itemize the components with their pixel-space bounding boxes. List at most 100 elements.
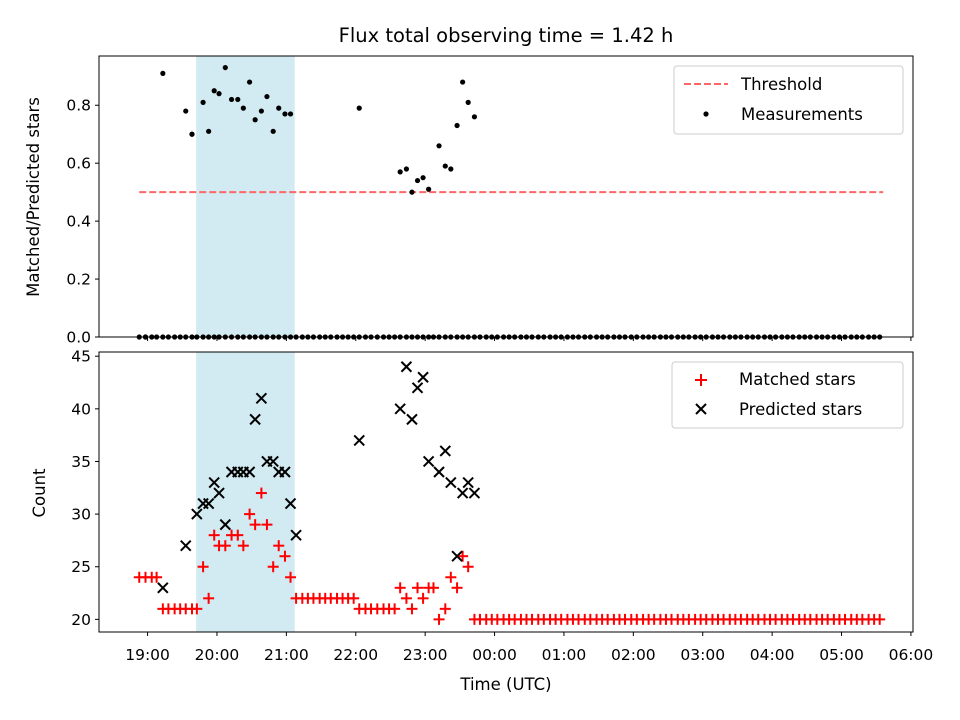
measurement-point: [252, 117, 258, 123]
ratio-ytick-label: 0.4: [66, 213, 91, 231]
ratio-ytick-label: 0.2: [66, 271, 91, 289]
matched-star-point: [267, 561, 279, 573]
predicted-star-point: [433, 466, 445, 478]
predicted-star-point: [468, 487, 481, 499]
predicted-star-point: [462, 476, 474, 489]
matched-star-point: [203, 592, 215, 604]
measurement-point: [270, 128, 276, 134]
matched-star-point: [394, 582, 406, 594]
observing-window-span-top: [196, 56, 295, 337]
time-xtick-label: 00:00: [472, 646, 517, 664]
ratio-ytick-label: 0.6: [66, 155, 91, 173]
measurement-point: [403, 166, 410, 172]
measurement-point: [222, 64, 228, 71]
time-xtick-label: 20:00: [195, 646, 240, 664]
predicted-star-point: [406, 413, 418, 426]
predicted-star-point: [451, 550, 463, 562]
count-ytick-label: 25: [71, 558, 91, 576]
matched-star-point: [249, 519, 261, 531]
predicted-star-point: [456, 487, 469, 499]
predicted-star-point: [279, 466, 291, 478]
matched-star-point: [457, 550, 469, 562]
matched-legend-label: Matched stars: [739, 370, 856, 389]
predicted-star-point: [422, 455, 435, 468]
measurement-point: [206, 128, 212, 134]
matched-star-point: [874, 613, 886, 625]
matched-star-point: [389, 603, 401, 615]
count-y-axis-label: Count: [30, 468, 49, 518]
chart-title: Flux total observing time = 1.42 h: [339, 24, 674, 47]
measurement-point: [276, 105, 282, 111]
predicted-star-point: [411, 382, 424, 394]
measurement-point: [258, 108, 264, 114]
time-xtick-label: 05:00: [819, 646, 864, 664]
predicted-star-point: [255, 392, 268, 405]
time-xtick-label: 06:00: [889, 646, 934, 664]
measurement-point: [246, 79, 253, 85]
predicted-star-point: [180, 539, 192, 552]
matched-star-point: [261, 519, 273, 531]
predicted-star-point: [353, 434, 365, 447]
measurement-point: [426, 186, 432, 192]
predicted-stars-series: [157, 361, 481, 594]
time-xtick-label: 03:00: [680, 646, 725, 664]
time-xtick-label: 04:00: [750, 646, 795, 664]
predicted-star-point: [191, 508, 203, 520]
matched-star-point: [279, 550, 291, 562]
count-ytick-label: 20: [71, 611, 91, 629]
measurement-point: [228, 96, 235, 103]
predicted-star-point: [202, 497, 215, 510]
measurement-point: [409, 189, 415, 195]
measurement-point: [442, 163, 448, 169]
measurement-point: [200, 99, 206, 105]
predicted-star-point: [417, 371, 429, 383]
matched-star-point: [219, 540, 231, 552]
ratio-ytick-label: 0.8: [66, 97, 91, 115]
predicted-star-point: [208, 476, 220, 489]
predicted-star-point: [439, 445, 451, 457]
ratio-y-axis: 0.0 0.2 0.4 0.6 0.8: [66, 97, 99, 347]
matched-star-point: [348, 592, 360, 604]
measurement-point: [282, 111, 288, 117]
matched-star-point: [417, 592, 429, 604]
measurement-point: [183, 108, 189, 114]
matched-star-point: [412, 582, 424, 594]
count-ytick-label: 35: [71, 453, 91, 471]
ratio-legend: Threshold Measurements: [673, 65, 904, 135]
matched-star-point: [400, 592, 412, 604]
time-xtick-label: 02:00: [611, 646, 656, 664]
ratio-panel: 0.00.20.40.60.8 Matched/Predicted stars …: [24, 55, 914, 347]
predicted-star-point: [157, 582, 169, 594]
measurement-point: [189, 131, 195, 137]
predicted-star-point: [267, 455, 279, 468]
observing-window-span-bottom: [196, 352, 295, 632]
measurement-point: [460, 79, 466, 85]
threshold-legend-label: Threshold: [740, 75, 822, 94]
measurements-legend-swatch: [703, 111, 709, 117]
matched-star-point: [244, 508, 256, 520]
ratio-ytick-label: 0.0: [66, 329, 91, 347]
measurement-point: [211, 88, 217, 94]
matched-star-point: [197, 561, 209, 573]
predicted-star-point: [219, 518, 232, 531]
ratio-x-ticks: [147, 337, 912, 341]
time-xtick-label: 01:00: [542, 646, 587, 664]
count-ytick-label: 40: [71, 400, 91, 418]
ratio-legend-box: [673, 65, 904, 135]
time-xtick-label: 23:00: [403, 646, 448, 664]
matched-star-point: [406, 603, 418, 615]
count-legend-box: [671, 361, 904, 429]
count-axes-frame: [98, 351, 914, 633]
time-xtick-label: 19:00: [125, 646, 170, 664]
predicted-star-point: [284, 497, 297, 510]
measurement-point: [397, 169, 403, 175]
measurement-point: [448, 166, 454, 172]
time-xtick-label: 21:00: [264, 646, 309, 664]
measurement-point: [216, 91, 222, 97]
ratio-axes-frame: [98, 55, 914, 338]
time-x-axis: 19:00 20:00 21:00 22:00 23:00 00:00 01:00 02:00…: [125, 632, 933, 664]
measurement-point: [465, 99, 471, 105]
matched-star-point: [255, 487, 267, 499]
measurements-legend-label: Measurements: [741, 105, 863, 124]
